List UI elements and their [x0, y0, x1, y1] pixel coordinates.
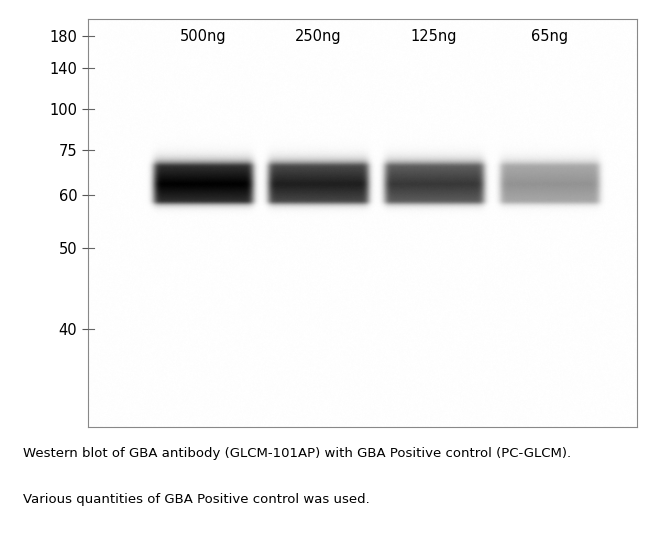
Text: Western blot of GBA antibody (GLCM-101AP) with GBA Positive control (PC-GLCM).: Western blot of GBA antibody (GLCM-101AP… [23, 447, 571, 460]
Text: 250ng: 250ng [295, 30, 342, 44]
Text: 65ng: 65ng [530, 30, 567, 44]
Text: 500ng: 500ng [180, 30, 226, 44]
Text: 125ng: 125ng [411, 30, 457, 44]
Text: Various quantities of GBA Positive control was used.: Various quantities of GBA Positive contr… [23, 493, 369, 506]
